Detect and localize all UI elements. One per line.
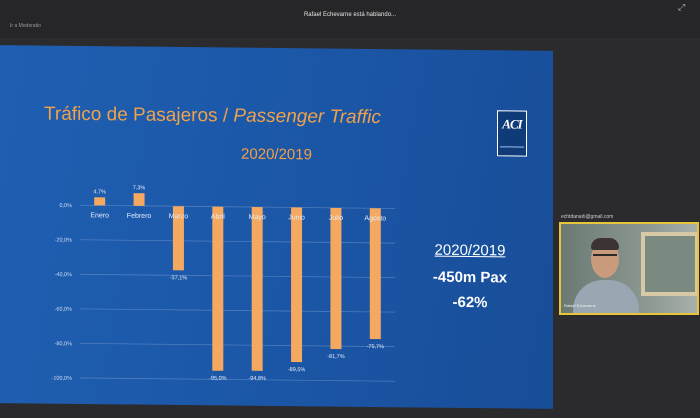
y-tick-label: 0,0% [59, 203, 72, 209]
data-label: 7,3% [133, 185, 146, 191]
bar [212, 206, 224, 371]
y-tick-label: -100,0% [52, 376, 73, 382]
participant-hair [591, 238, 619, 250]
category-label: Agosto [364, 215, 386, 222]
passenger-traffic-chart: 0,0% -20,0% -40,0% -60,0% -80,0% -100,0% Enero… [52, 185, 395, 382]
participant-email: echtdanarli@gmail.com [561, 214, 614, 220]
y-tick-label: -80,0% [55, 341, 73, 347]
data-label: -95,0% [209, 376, 227, 382]
y-tick-label: -20,0% [55, 237, 73, 243]
bar [330, 207, 342, 350]
view-label[interactable]: Ir a Moderatio [10, 23, 41, 29]
gridline [80, 342, 395, 348]
category-label: Marzo [169, 213, 189, 220]
y-tick-label: -40,0% [55, 272, 73, 278]
data-label: 4,7% [93, 189, 106, 195]
summary-passengers: -450m Pax [432, 268, 508, 287]
category-label: Mayo [249, 214, 266, 221]
category-label: Febrero [127, 213, 152, 220]
participant-name: Rafael Echevarne [564, 303, 596, 308]
gridline [80, 239, 395, 244]
bar [251, 207, 263, 371]
category-label: Enero [90, 212, 109, 219]
data-label: -94,8% [248, 376, 266, 382]
data-label: -81,7% [327, 354, 345, 360]
category-label: Abril [211, 214, 225, 221]
bar [369, 208, 381, 340]
participant-video-tile[interactable]: Rafael Echevarne [559, 222, 699, 315]
participant-glasses [593, 254, 617, 261]
gridline [80, 308, 395, 313]
shared-slide: Tráfico de Pasajeros / Passenger Traffic… [0, 45, 553, 409]
expand-icon[interactable]: ⤢ [678, 2, 686, 12]
meeting-top-bar: Ir a Moderatio Rafael Echevarne está hab… [0, 0, 700, 38]
summary-period: 2020/2019 [434, 241, 506, 260]
summary-box: 2020/2019 -450m Pax -62% [400, 241, 540, 312]
bar [291, 207, 303, 363]
data-label: -89,5% [288, 367, 306, 373]
bar [133, 193, 145, 206]
category-label: Julio [329, 215, 344, 222]
bar [172, 206, 184, 271]
summary-percent: -62% [452, 293, 488, 312]
data-label: -37,1% [170, 275, 188, 281]
y-tick-label: -60,0% [55, 307, 73, 313]
gridline [80, 273, 395, 279]
bar [94, 197, 106, 206]
gridline [80, 377, 395, 382]
video-picture-frame [641, 232, 697, 296]
active-speaker-label: Rafael Echevarne está hablando... [303, 12, 397, 18]
gridline [80, 204, 395, 209]
data-label: -75,7% [367, 344, 385, 350]
category-label: Junio [288, 214, 305, 221]
